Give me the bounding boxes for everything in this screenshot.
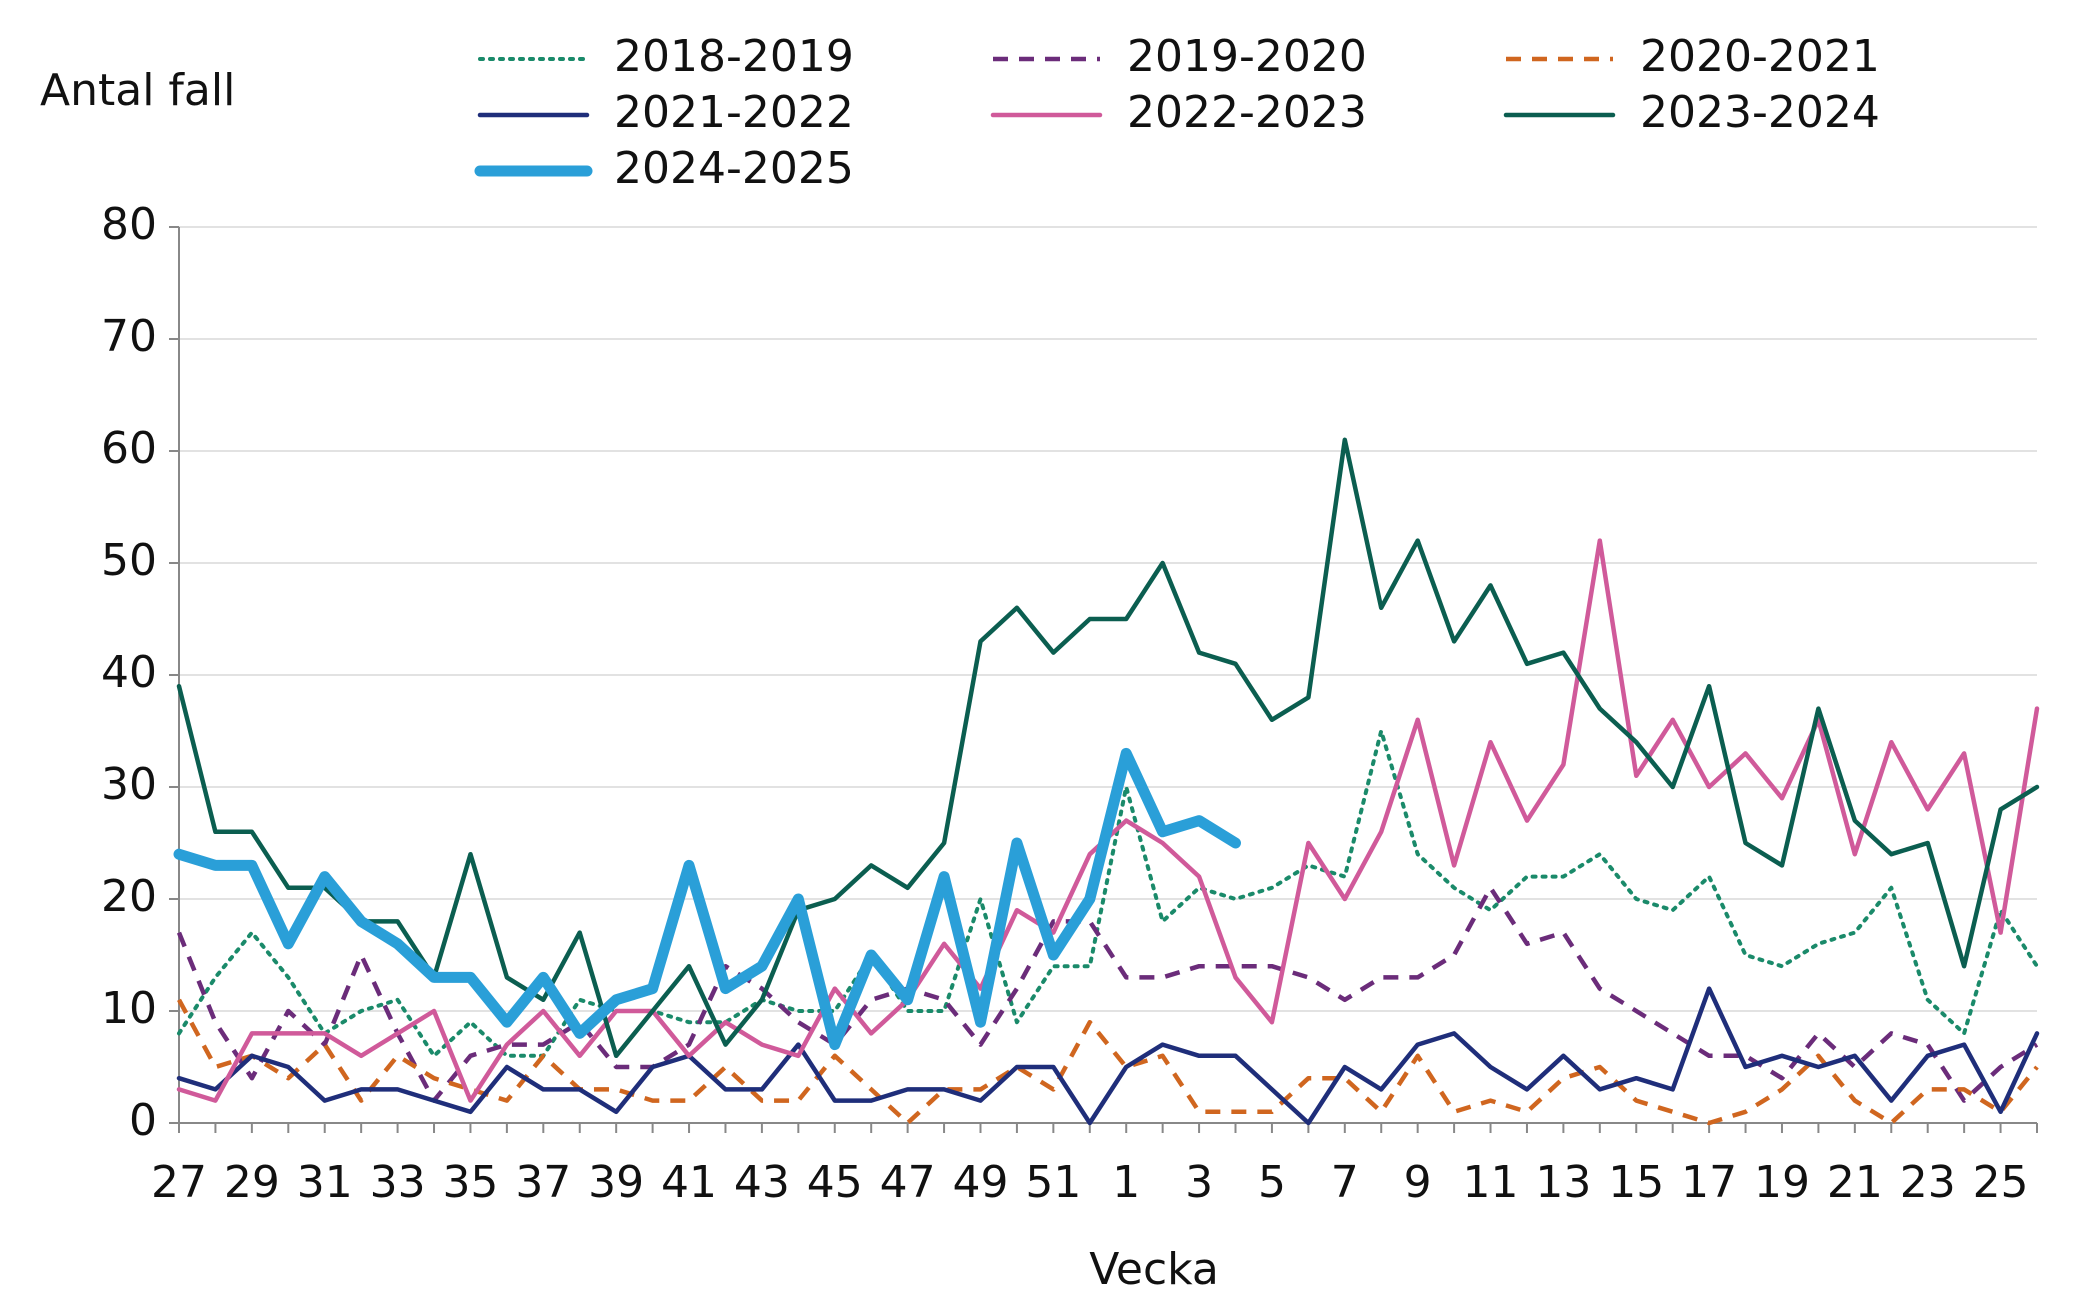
x-tick-label: 37 [515,1157,571,1208]
legend-label: 2021-2022 [614,87,854,138]
x-tick-label: 41 [661,1157,717,1208]
x-tick-label: 35 [442,1157,498,1208]
x-tick-label: 17 [1681,1157,1737,1208]
x-tick-label: 15 [1608,1157,1664,1208]
y-tick-label: 50 [101,535,157,586]
x-tick-label: 5 [1258,1157,1286,1208]
y-tick-label: 0 [129,1095,157,1146]
x-tick-label: 51 [1025,1157,1081,1208]
x-tick-label: 43 [734,1157,790,1208]
y-tick-label: 80 [101,199,157,250]
x-tick-label: 11 [1463,1157,1519,1208]
y-tick-label: 70 [101,311,157,362]
x-tick-label: 29 [224,1157,280,1208]
legend-label: 2023-2024 [1640,87,1880,138]
x-tick-label: 21 [1827,1157,1883,1208]
x-tick-label: 25 [1973,1157,2029,1208]
legend-label: 2020-2021 [1640,31,1880,82]
legend-label: 2022-2023 [1127,87,1367,138]
x-axis-label: Vecka [1089,1244,1219,1295]
y-tick-label: 60 [101,423,157,474]
x-tick-label: 1 [1112,1157,1140,1208]
series-line [176,986,2040,1126]
y-tick-label: 20 [101,871,157,922]
x-tick-label: 19 [1754,1157,1810,1208]
x-tick-label: 39 [588,1157,644,1208]
x-tick-label: 9 [1404,1157,1432,1208]
y-tick-label: 40 [101,647,157,698]
x-tick-label: 27 [151,1157,207,1208]
y-axis-label: Antal fall [40,65,235,116]
legend-label: 2018-2019 [614,31,854,82]
legend-label: 2019-2020 [1127,31,1367,82]
x-tick-label: 23 [1900,1157,1956,1208]
series-line [176,885,2039,1103]
x-tick-label: 31 [297,1157,353,1208]
x-tick-label: 7 [1331,1157,1359,1208]
x-tick-label: 3 [1185,1157,1213,1208]
series-line [176,437,2040,1059]
y-tick-label: 30 [101,759,157,810]
series-line [177,729,2039,1058]
y-tick-label: 10 [101,983,157,1034]
x-tick-label: 45 [807,1157,863,1208]
x-tick-label: 49 [952,1157,1008,1208]
x-tick-label: 33 [370,1157,426,1208]
legend-label: 2024-2025 [614,143,854,194]
x-tick-label: 13 [1535,1157,1591,1208]
series-line [173,747,1241,1051]
x-tick-label: 47 [880,1157,936,1208]
